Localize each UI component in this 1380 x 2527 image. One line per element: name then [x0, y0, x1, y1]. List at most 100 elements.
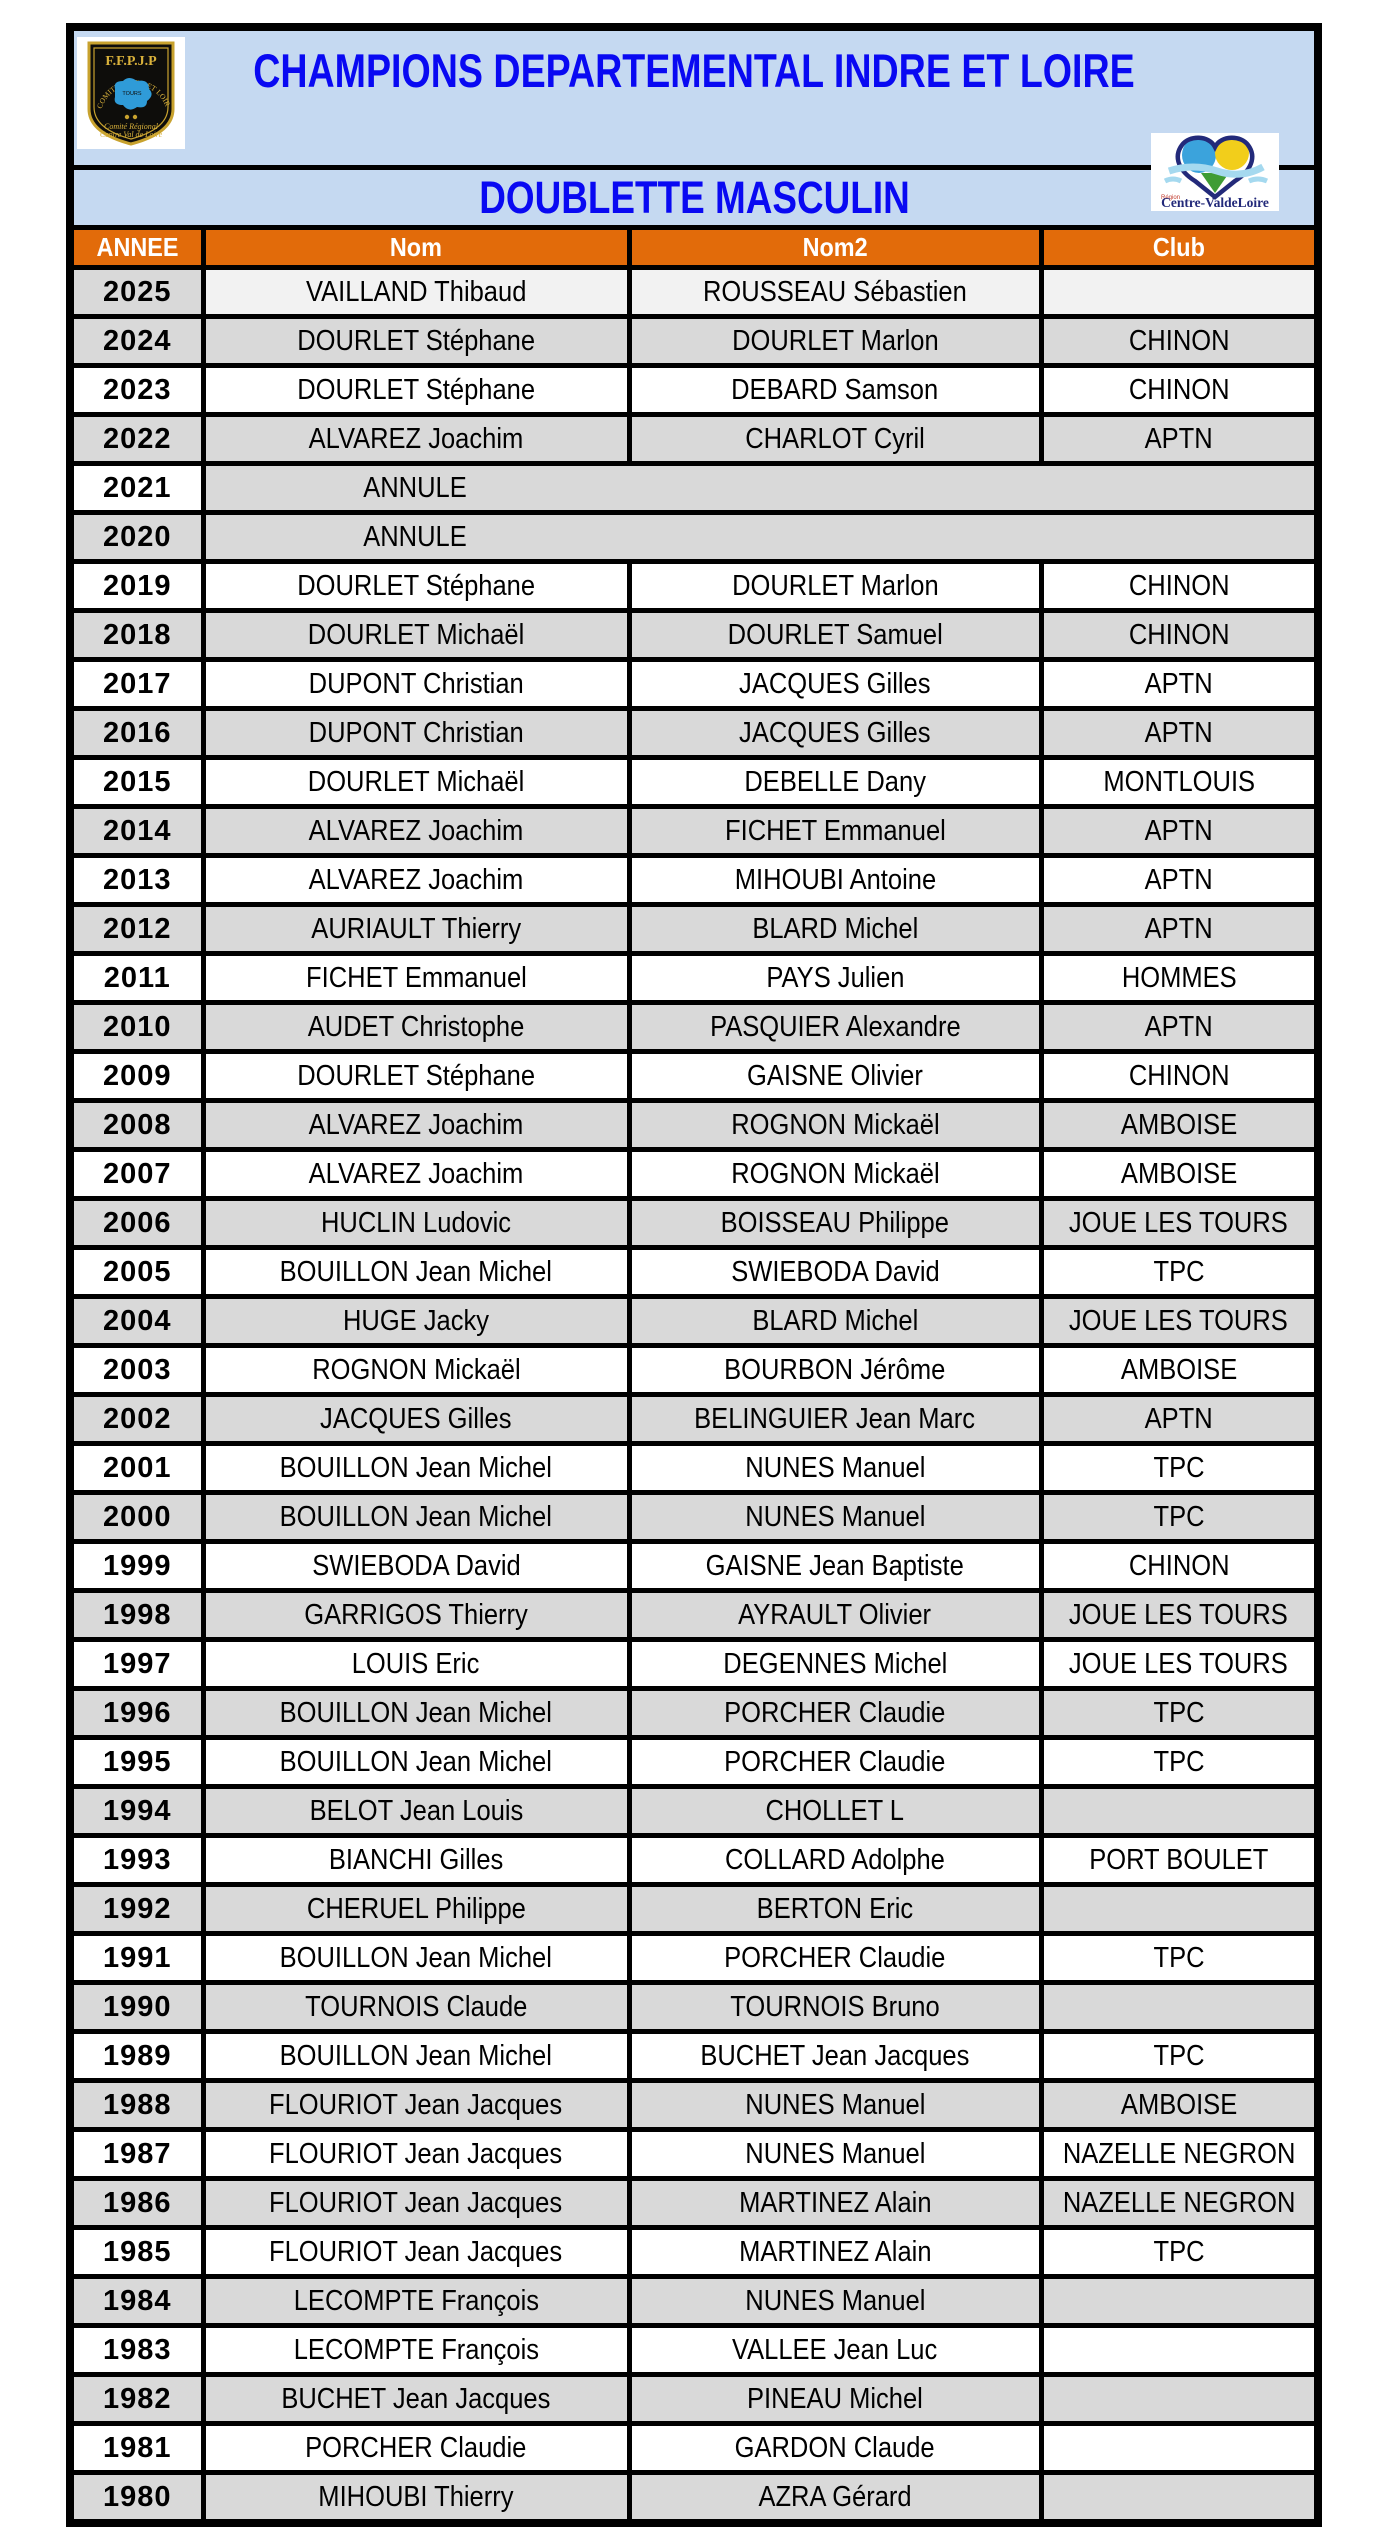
year-cell: 1988 — [67, 2078, 206, 2132]
table-row: 2009 DOURLET Stéphane GAISNE Olivier CHINON — [67, 1049, 1321, 1103]
year-cell: 1994 — [67, 1784, 206, 1838]
club-cell: HOMMES — [1038, 951, 1321, 1005]
column-header-nom2: Nom2 — [626, 225, 1044, 270]
nom2-cell: DEBELLE Dany — [626, 755, 1044, 809]
club-cell: JOUE LES TOURS — [1038, 1637, 1321, 1691]
table-row: 1995 BOUILLON Jean Michel PORCHER Claudie T… — [67, 1735, 1321, 1789]
club-cell — [1038, 265, 1321, 319]
year-cell: 2012 — [67, 902, 206, 956]
year-cell: 2021 — [67, 461, 206, 515]
club-cell — [1038, 2421, 1321, 2475]
club-cell: JOUE LES TOURS — [1038, 1196, 1321, 1250]
club-cell — [1038, 2470, 1321, 2526]
table-row: 1992 CHERUEL Philippe BERTON Eric — [67, 1882, 1321, 1936]
nom2-cell: BOURBON Jérôme — [626, 1343, 1044, 1397]
year-cell: 2002 — [67, 1392, 206, 1446]
banner-row-title: CHAMPIONS DEPARTEMENTAL INDRE ET LOIRE — [67, 24, 1321, 170]
table-row: 2006 HUCLIN Ludovic BOISSEAU Philippe JOUE … — [67, 1196, 1321, 1250]
title-band: CHAMPIONS DEPARTEMENTAL INDRE ET LOIRE — [67, 24, 1321, 170]
nom2-cell: AYRAULT Olivier — [626, 1588, 1044, 1642]
nom-cell: ALVAREZ Joachim — [200, 1098, 632, 1152]
year-cell: 2008 — [67, 1098, 206, 1152]
nom2-cell: BLARD Michel — [626, 1294, 1044, 1348]
nom-cell: SWIEBODA David — [200, 1539, 632, 1593]
table-row: 1987 FLOURIOT Jean Jacques NUNES Manuel NAZ… — [67, 2127, 1321, 2181]
nom-cell: AURIAULT Thierry — [200, 902, 632, 956]
club-cell: APTN — [1038, 1000, 1321, 1054]
club-cell: AMBOISE — [1038, 1147, 1321, 1201]
year-cell: 1981 — [67, 2421, 206, 2475]
nom-cell: ALVAREZ Joachim — [200, 804, 632, 858]
nom2-cell: NUNES Manuel — [626, 2127, 1044, 2181]
page: { "header": { "title": "CHAMPIONS DEPART… — [66, 23, 1322, 2527]
year-cell: 1983 — [67, 2323, 206, 2377]
table-row: 1996 BOUILLON Jean Michel PORCHER Claudie T… — [67, 1686, 1321, 1740]
nom2-cell: DOURLET Samuel — [626, 608, 1044, 662]
nom-cell: TOURNOIS Claude — [200, 1980, 632, 2034]
nom2-cell: MIHOUBI Antoine — [626, 853, 1044, 907]
nom2-cell: JACQUES Gilles — [626, 657, 1044, 711]
nom-cell: DOURLET Stéphane — [200, 314, 632, 368]
club-cell: APTN — [1038, 853, 1321, 907]
club-cell: TPC — [1038, 1931, 1321, 1985]
club-cell: MONTLOUIS — [1038, 755, 1321, 809]
club-cell — [1038, 2372, 1321, 2426]
club-cell: TPC — [1038, 1441, 1321, 1495]
club-cell — [1038, 2274, 1321, 2328]
club-cell: APTN — [1038, 1392, 1321, 1446]
club-cell: CHINON — [1038, 608, 1321, 662]
table-row: 2018 DOURLET Michaël DOURLET Samuel CHINON — [67, 608, 1321, 662]
nom2-cell: ROGNON Mickaël — [626, 1147, 1044, 1201]
table-row: 1994 BELOT Jean Louis CHOLLET L — [67, 1784, 1321, 1838]
nom-cell: ALVAREZ Joachim — [200, 412, 632, 466]
nom-cell: BOUILLON Jean Michel — [200, 1931, 632, 1985]
nom-cell: DOURLET Michaël — [200, 608, 632, 662]
nom-cell: DOURLET Michaël — [200, 755, 632, 809]
year-cell: 2009 — [67, 1049, 206, 1103]
club-cell: APTN — [1038, 804, 1321, 858]
table-row: 1984 LECOMPTE François NUNES Manuel — [67, 2274, 1321, 2328]
year-cell: 2003 — [67, 1343, 206, 1397]
table-row: 1980 MIHOUBI Thierry AZRA Gérard — [67, 2470, 1321, 2526]
nom-cell: DUPONT Christian — [200, 657, 632, 711]
nom-cell: JACQUES Gilles — [200, 1392, 632, 1446]
nom2-cell: DEGENNES Michel — [626, 1637, 1044, 1691]
nom2-cell: BERTON Eric — [626, 1882, 1044, 1936]
nom2-cell: ROGNON Mickaël — [626, 1098, 1044, 1152]
nom-cell: FLOURIOT Jean Jacques — [200, 2078, 632, 2132]
year-cell: 2018 — [67, 608, 206, 662]
year-cell: 1998 — [67, 1588, 206, 1642]
nom2-cell: NUNES Manuel — [626, 1441, 1044, 1495]
annule-cell: ANNULE — [200, 510, 1321, 564]
year-cell: 1999 — [67, 1539, 206, 1593]
year-cell: 1984 — [67, 2274, 206, 2328]
nom2-cell: NUNES Manuel — [626, 2274, 1044, 2328]
club-cell: CHINON — [1038, 1049, 1321, 1103]
nom2-cell: NUNES Manuel — [626, 1490, 1044, 1544]
nom2-cell: PORCHER Claudie — [626, 1686, 1044, 1740]
nom-cell: LECOMPTE François — [200, 2323, 632, 2377]
nom2-cell: MARTINEZ Alain — [626, 2176, 1044, 2230]
table-row: 2014 ALVAREZ Joachim FICHET Emmanuel APTN — [67, 804, 1321, 858]
column-header-row: ANNEE Nom Nom2 Club — [67, 225, 1321, 270]
year-cell: 2022 — [67, 412, 206, 466]
year-cell: 2013 — [67, 853, 206, 907]
table-row: 1988 FLOURIOT Jean Jacques NUNES Manuel AMB… — [67, 2078, 1321, 2132]
table-row: 2024 DOURLET Stéphane DOURLET Marlon CHINON — [67, 314, 1321, 368]
nom-cell: ALVAREZ Joachim — [200, 853, 632, 907]
year-cell: 2023 — [67, 363, 206, 417]
nom2-cell: GAISNE Olivier — [626, 1049, 1044, 1103]
year-cell: 1980 — [67, 2470, 206, 2526]
ffpjp-label: F.F.P.J.P — [105, 54, 157, 69]
nom2-cell: CHARLOT Cyril — [626, 412, 1044, 466]
page-title: CHAMPIONS DEPARTEMENTAL INDRE ET LOIRE — [253, 44, 1135, 97]
nom2-cell: FICHET Emmanuel — [626, 804, 1044, 858]
year-cell: 1995 — [67, 1735, 206, 1789]
nom2-cell: PORCHER Claudie — [626, 1735, 1044, 1789]
table-row: 1981 PORCHER Claudie GARDON Claude — [67, 2421, 1321, 2475]
club-cell: AMBOISE — [1038, 1343, 1321, 1397]
club-cell: CHINON — [1038, 363, 1321, 417]
nom2-cell: TOURNOIS Bruno — [626, 1980, 1044, 2034]
year-cell: 2007 — [67, 1147, 206, 1201]
